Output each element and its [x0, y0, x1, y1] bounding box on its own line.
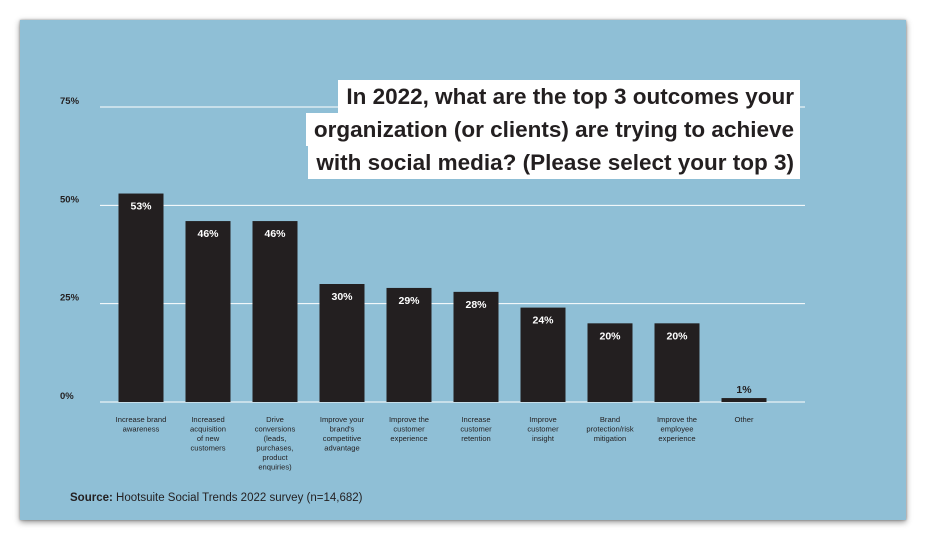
category-label: conversions	[255, 425, 296, 434]
y-tick-label: 75%	[60, 96, 80, 107]
data-label: 1%	[736, 384, 752, 396]
source-text: Hootsuite Social Trends 2022 survey (n=1…	[116, 492, 363, 504]
category-label: Increase brand	[116, 415, 167, 424]
bar	[252, 221, 298, 402]
bar	[453, 291, 499, 402]
category-label: (leads,	[264, 434, 287, 443]
bar	[185, 221, 231, 402]
title-line-1: In 2022, what are the top 3 outcomes you…	[338, 80, 800, 113]
category-label: awareness	[123, 425, 160, 434]
category-label: customer	[527, 425, 559, 434]
category-label: experience	[658, 434, 695, 443]
data-label: 29%	[398, 295, 420, 307]
bar	[654, 323, 700, 402]
bar-chart: 53% 46% 46% 30% 29% 28% 24% 20% 20% 1% Increase b…	[60, 96, 805, 472]
category-label: Improve	[529, 415, 556, 424]
category-label: competitive	[323, 434, 361, 443]
category-label: product	[262, 453, 288, 462]
title-line-2: organization (or clients) are trying to …	[305, 113, 800, 146]
category-label: Increase	[461, 415, 490, 424]
category-label: mitigation	[594, 434, 627, 443]
category-label: experience	[390, 434, 427, 443]
category-label: acquisition	[190, 425, 226, 434]
data-label: 20%	[599, 330, 621, 342]
data-label: 46%	[264, 228, 286, 240]
category-label: Brand	[600, 415, 620, 424]
source-note: Source: Hootsuite Social Trends 2022 sur…	[70, 492, 362, 504]
data-label: 20%	[666, 330, 688, 342]
category-label: insight	[532, 434, 555, 443]
category-label: Drive	[266, 415, 284, 424]
category-label: Other	[735, 415, 754, 424]
source-label: Source:	[70, 492, 113, 504]
chart-panel: 53% 46% 46% 30% 29% 28% 24% 20% 20% 1% Increase b…	[20, 20, 906, 520]
category-label: customer	[393, 425, 425, 434]
y-tick-label: 0%	[60, 391, 74, 402]
bar	[118, 193, 164, 402]
data-label: 53%	[130, 201, 152, 213]
category-label: brand's	[330, 425, 355, 434]
data-label: 46%	[197, 228, 219, 240]
category-label: customer	[460, 425, 492, 434]
category-label: retention	[461, 434, 491, 443]
bar-labels: 53% 46% 46% 30% 29% 28% 24% 20% 20% 1%	[130, 201, 752, 397]
bars	[118, 193, 767, 402]
category-label: protection/risk	[586, 425, 633, 434]
category-label: advantage	[324, 444, 359, 453]
category-label: Improve the	[657, 415, 697, 424]
category-label: Increased	[191, 415, 224, 424]
bar	[386, 287, 432, 402]
bar	[520, 307, 566, 402]
data-label: 24%	[532, 315, 554, 327]
bar	[319, 284, 365, 402]
bar	[587, 323, 633, 402]
y-tick-label: 25%	[60, 293, 80, 304]
category-label: enquiries)	[258, 463, 292, 472]
data-label: 30%	[331, 291, 353, 303]
chart-title: In 2022, what are the top 3 outcomes you…	[305, 80, 800, 179]
category-label: purchases,	[256, 444, 293, 453]
data-label: 28%	[465, 299, 487, 311]
category-label: Improve your	[320, 415, 365, 424]
y-axis-ticks: 0% 25% 50% 75%	[60, 96, 80, 402]
category-label: of new	[197, 434, 220, 443]
bar	[721, 398, 767, 402]
category-label: employee	[661, 425, 694, 434]
category-label: customers	[190, 444, 225, 453]
title-line-3: with social media? (Please select your t…	[308, 146, 800, 179]
category-label: Improve the	[389, 415, 429, 424]
y-tick-label: 50%	[60, 194, 80, 205]
